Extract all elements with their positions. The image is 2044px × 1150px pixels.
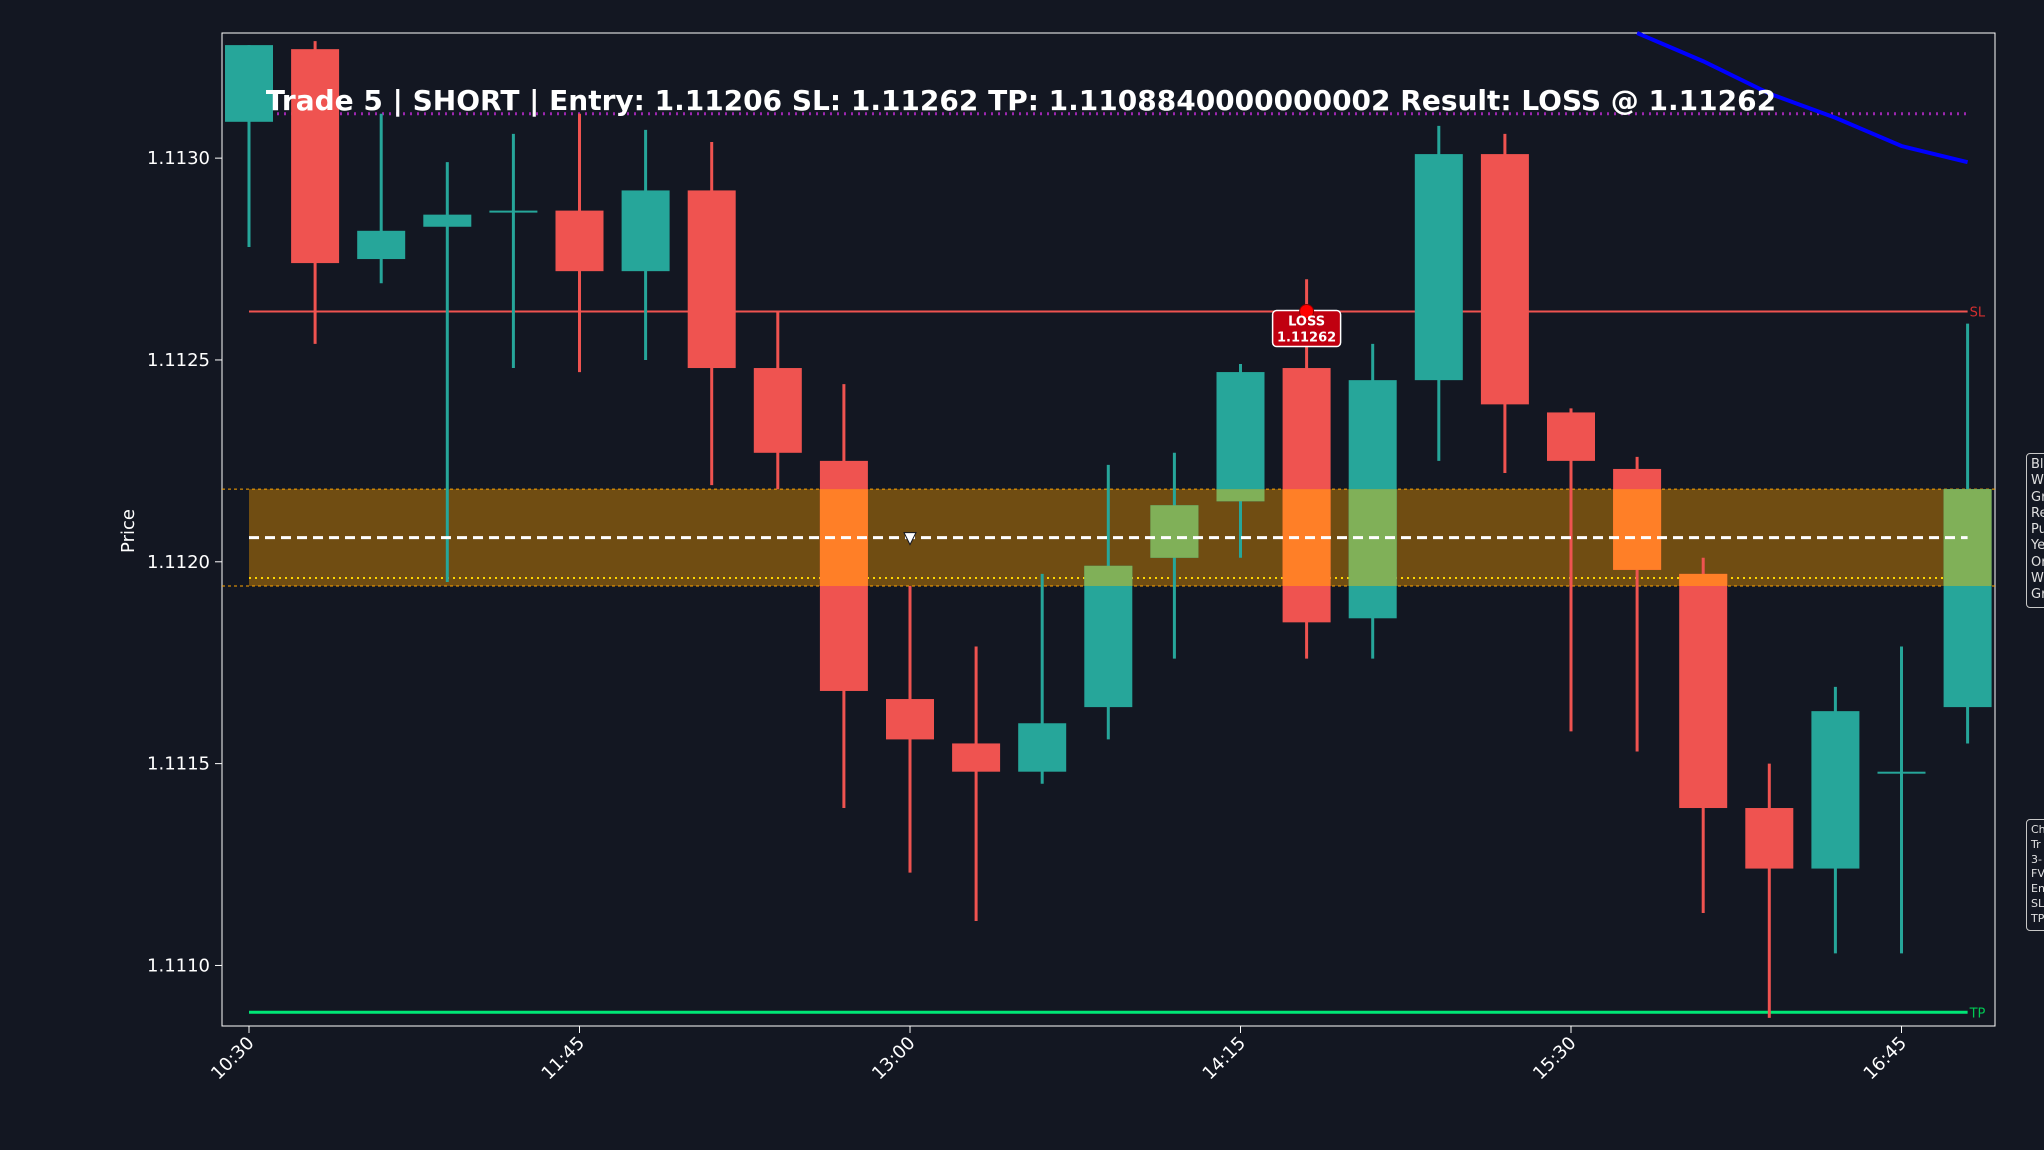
x-tick-label: 11:45: [538, 1033, 590, 1085]
x-tick-label: 16:45: [1860, 1033, 1912, 1085]
info-entry: SL: [2031, 896, 2044, 910]
candle-body: [489, 210, 538, 213]
candle-body: [753, 368, 802, 453]
legend-entry: Or: [2031, 554, 2044, 570]
candle-zone-overlap: [1613, 489, 1662, 570]
legend-entry: Re: [2031, 505, 2044, 521]
legend-box: BlWGrRePuYeOrWGr: [2026, 453, 2044, 608]
candle-body: [1084, 565, 1133, 708]
candle-body: [555, 210, 604, 272]
legend-entry: Gr: [2031, 489, 2044, 505]
candles-layer: [225, 41, 1992, 1018]
loss-label-text: LOSS: [1288, 315, 1325, 330]
info-entry: FV: [2031, 867, 2044, 881]
trendline: [1636, 31, 1969, 165]
y-axis-label: Price: [118, 509, 139, 553]
candle-zone-overlap: [1679, 573, 1728, 587]
candle-body: [1480, 154, 1529, 405]
candle-body: [357, 230, 406, 260]
candle-body: [1547, 412, 1595, 461]
x-tick-label: 13:00: [868, 1033, 920, 1085]
legend-entry: Gr: [2031, 587, 2044, 603]
legend-entry: W: [2031, 473, 2044, 489]
y-tick-label: 1.1115: [147, 754, 210, 775]
candle-body: [1216, 372, 1265, 502]
candle-body: [952, 743, 1001, 772]
x-tick-label: 10:30: [207, 1033, 259, 1085]
candle-zone-overlap: [1084, 565, 1133, 587]
candle-body: [687, 190, 736, 369]
candle-body: [621, 190, 670, 272]
legend-entry: Bl: [2031, 457, 2044, 472]
candle-body: [291, 49, 340, 264]
y-tick-label: 1.1130: [147, 148, 210, 169]
info-entry: Tr: [2031, 837, 2041, 851]
info-entry: En: [2031, 882, 2044, 896]
loss-price-text: 1.11262: [1277, 331, 1336, 346]
info-entry: Ch: [2031, 823, 2044, 836]
candle-zone-overlap: [1216, 489, 1265, 502]
sl-label: SL: [1970, 306, 1986, 321]
legend-entry: W: [2031, 571, 2044, 587]
candle-body: [1679, 573, 1728, 809]
entry-marker: [903, 532, 917, 546]
tp-label: TP: [1969, 1006, 1986, 1021]
candle-zone-overlap: [1150, 505, 1199, 558]
info-entry: 3-: [2031, 852, 2042, 866]
y-tick-label: 1.1120: [147, 552, 210, 573]
legend-entry: Pu: [2031, 522, 2044, 538]
candle-body: [886, 699, 934, 740]
candle-body: [1414, 154, 1463, 381]
candle-body: [1877, 771, 1926, 774]
x-tick-label: 15:30: [1529, 1033, 1581, 1085]
y-tick-label: 1.1125: [147, 350, 210, 371]
info-entry: TP: [2031, 911, 2044, 925]
candle-body: [1811, 711, 1860, 869]
loss-marker-dot: [1299, 304, 1315, 320]
candle-body: [1018, 723, 1067, 772]
legend-entry: Ye: [2031, 538, 2044, 554]
chart-title: Trade 5 | SHORT | Entry: 1.11206 SL: 1.1…: [266, 84, 1776, 117]
y-tick-label: 1.1110: [147, 955, 210, 976]
candle-body: [423, 214, 472, 227]
candle-body: [1745, 808, 1794, 869]
candle-body: [225, 45, 273, 122]
x-tick-label: 14:15: [1199, 1033, 1251, 1085]
